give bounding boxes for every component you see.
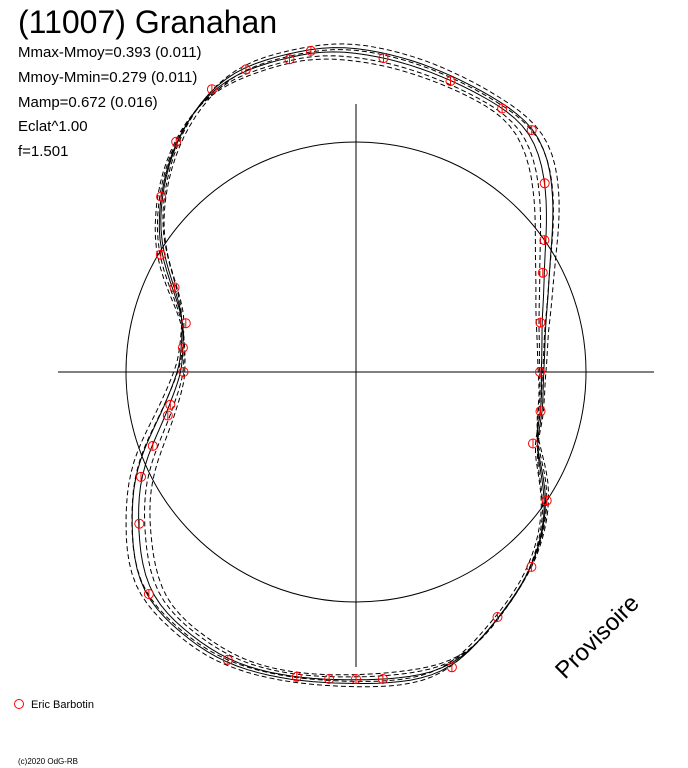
observation-point bbox=[305, 45, 316, 56]
observation-point bbox=[284, 54, 295, 65]
observation-point bbox=[535, 406, 546, 417]
observation-points bbox=[134, 45, 552, 684]
stat-line: Mmax-Mmoy=0.393 (0.011) bbox=[18, 44, 202, 61]
observation-point bbox=[162, 410, 173, 421]
observation-point bbox=[539, 178, 550, 189]
stat-line: Eclat^1.00 bbox=[18, 118, 88, 135]
observation-point bbox=[526, 125, 537, 136]
observation-point bbox=[351, 674, 361, 684]
observation-point bbox=[177, 342, 188, 353]
observation-point bbox=[535, 317, 546, 328]
observation-point bbox=[377, 674, 388, 684]
observation-point bbox=[169, 282, 180, 293]
model-curve bbox=[131, 47, 554, 684]
observation-point bbox=[378, 53, 389, 64]
observation-point bbox=[147, 440, 158, 451]
observation-point bbox=[537, 267, 548, 278]
model-curve bbox=[143, 55, 548, 678]
observation-point bbox=[222, 654, 233, 665]
observation-point bbox=[136, 471, 146, 482]
observation-point bbox=[492, 612, 503, 622]
stat-line: Mmoy-Mmin=0.279 (0.011) bbox=[18, 69, 198, 86]
observation-point bbox=[206, 84, 217, 95]
observation-point bbox=[324, 674, 335, 684]
stat-line: f=1.501 bbox=[18, 143, 69, 160]
model-curve bbox=[125, 43, 560, 688]
model-curves bbox=[125, 43, 560, 688]
observation-point bbox=[155, 249, 166, 260]
observation-point bbox=[180, 318, 191, 329]
observation-point bbox=[497, 103, 508, 114]
observation-point bbox=[171, 136, 182, 147]
observation-point bbox=[541, 495, 552, 506]
legend: Eric Barbotin bbox=[14, 697, 94, 713]
model-curve bbox=[149, 58, 550, 676]
observation-point bbox=[528, 438, 538, 449]
model-curve bbox=[138, 51, 547, 681]
chart-title: (11007) Granahan bbox=[18, 4, 278, 40]
observation-point bbox=[539, 235, 550, 246]
observation-point bbox=[535, 367, 545, 377]
observation-point bbox=[445, 76, 456, 87]
observation-point bbox=[134, 518, 145, 529]
observation-point bbox=[178, 367, 189, 377]
observation-point bbox=[446, 662, 457, 673]
observation-point bbox=[526, 561, 537, 572]
model-curve bbox=[131, 49, 554, 682]
observation-point bbox=[291, 671, 302, 682]
observation-point bbox=[143, 589, 154, 599]
observation-point bbox=[165, 399, 176, 410]
legend-label: Eric Barbotin bbox=[31, 699, 94, 711]
observation-point bbox=[156, 191, 167, 202]
reference-circle bbox=[125, 141, 587, 603]
observation-point bbox=[240, 64, 251, 75]
legend-marker-icon bbox=[14, 699, 24, 709]
copyright: (c)2020 OdG-RB bbox=[18, 757, 79, 766]
stat-line: Mamp=0.672 (0.016) bbox=[18, 94, 158, 111]
